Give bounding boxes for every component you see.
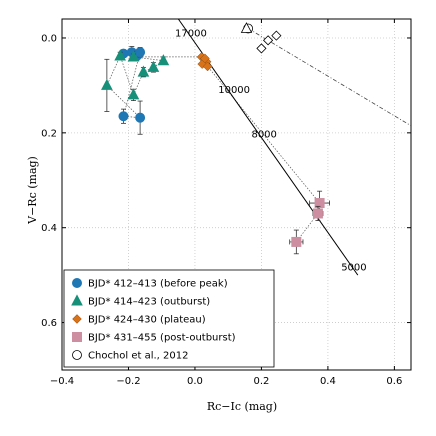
data-point <box>314 198 325 209</box>
data-point <box>200 53 210 64</box>
legend: BJD* 412–413 (before peak) BJD* 414–423 (… <box>63 269 275 368</box>
temperature-label: 8000 <box>251 130 276 141</box>
y-tick-label: 0.4 <box>41 223 57 234</box>
data-point <box>312 208 323 219</box>
x-tick-label: −0.4 <box>50 376 74 387</box>
data-point <box>271 30 282 41</box>
data-point <box>263 35 274 46</box>
legend-label: BJD* 412–413 (before peak) <box>88 279 228 290</box>
plot-frame <box>61 18 412 371</box>
x-tick-label: −0.2 <box>116 376 140 387</box>
data-point <box>135 47 146 58</box>
data-point <box>240 22 253 33</box>
x-tick-label: 0.0 <box>187 376 203 387</box>
series-2 <box>196 52 213 72</box>
temperature-label: 10000 <box>218 85 250 96</box>
data-point <box>147 60 160 72</box>
legend-marker <box>72 314 82 324</box>
legend-box <box>63 269 275 368</box>
data-point <box>127 50 140 62</box>
y-axis-label: V−Rc (mag) <box>26 156 39 225</box>
data-point <box>157 54 170 66</box>
x-axis-label: Rc−Ic (mag) <box>207 400 277 413</box>
data-point <box>118 111 129 122</box>
y-tick-label: 0.0 <box>41 33 57 44</box>
x-tick-label: 0.6 <box>386 376 402 387</box>
temperature-label: 17000 <box>175 29 207 40</box>
x-tick-label: 0.4 <box>320 376 336 387</box>
data-point <box>202 61 213 72</box>
data-point <box>135 112 146 123</box>
legend-label: BJD* 424–430 (plateau) <box>88 315 206 326</box>
y-tick-label: 0.2 <box>41 128 57 139</box>
data-point <box>137 65 150 77</box>
legend-marker <box>72 278 82 288</box>
data-point <box>291 236 302 247</box>
x-tick-label: 0.2 <box>253 376 269 387</box>
data-point <box>114 49 126 61</box>
y-tick-label: 0.6 <box>41 318 57 329</box>
series-3 <box>289 190 330 255</box>
temperature-label: 5000 <box>341 262 366 273</box>
data-points <box>101 22 330 255</box>
legend-marker <box>72 350 82 360</box>
data-point <box>101 78 113 90</box>
series-1 <box>101 49 170 112</box>
legend-label: Chochol et al., 2012 <box>88 351 189 362</box>
data-point <box>256 43 267 54</box>
legend-label: BJD* 431–455 (post-outburst) <box>88 333 236 344</box>
legend-marker <box>71 294 83 306</box>
legend-marker <box>72 332 82 342</box>
data-point <box>127 88 140 100</box>
legend-label: BJD* 414–423 (outburst) <box>88 297 210 308</box>
